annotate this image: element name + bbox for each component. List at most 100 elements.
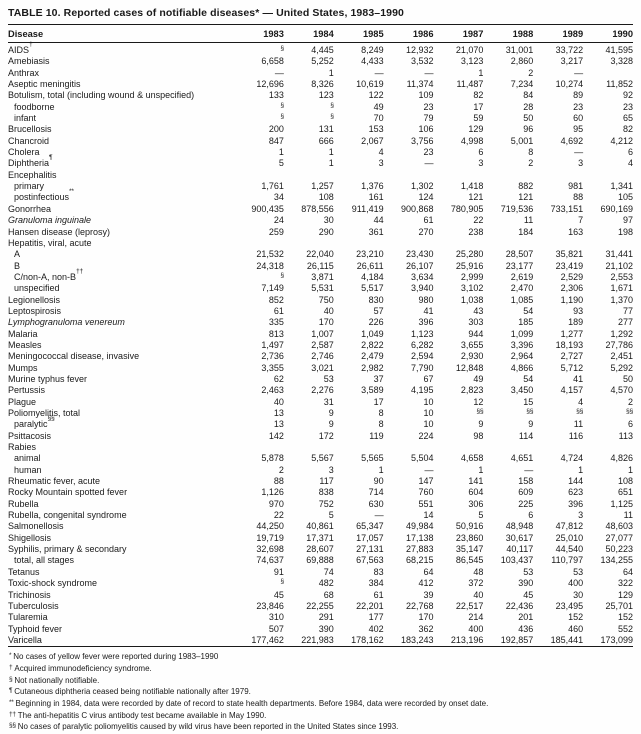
value-text: 4,651 [510,453,534,464]
value-cell [483,442,533,453]
value-text: 4,658 [460,453,484,464]
value-cell: 114 [483,431,533,442]
value-cell: 5 [284,510,334,521]
value-cell: 44,540 [533,544,584,555]
value-text: 384 [368,578,384,589]
value-cell: 277 [583,317,633,328]
value-text: 114 [518,430,534,441]
value-text: 900,868 [400,203,434,214]
value-text: 719,536 [500,203,534,214]
value-text: 6 [478,147,484,158]
value-cell: 396 [384,317,433,328]
value-cell: 310 [234,612,284,623]
value-text: 10,274 [555,79,584,90]
disease-label: Rheumatic fever, acute [8,476,101,487]
value-cell: 30 [284,215,334,226]
value-cell: 1,123 [384,329,434,340]
value-text: 482 [318,578,334,589]
value-cell: 44 [334,215,384,226]
value-cell: 129 [583,590,633,601]
table-title: TABLE 10. Reported cases of notifiable d… [8,4,633,25]
disease-cell: human [8,465,234,476]
table-row: animal 5,878 5,567 5,565 5,504 4,658 4,651 4,72… [8,453,633,464]
value-text: 92 [622,90,633,101]
disease-label: Aseptic meningitis [8,79,81,90]
value-text: 666 [318,135,334,146]
value-text: — [574,67,584,78]
value-text: 7,149 [261,283,284,294]
value-text: 733,151 [550,203,584,214]
value-cell: 32,698 [234,544,284,555]
value-cell: 119 [334,431,383,442]
disease-cell: Trichinosis [8,590,234,601]
value-cell: 37 [334,374,384,385]
value-cell: 153 [334,124,384,135]
value-text: 310 [268,612,284,623]
disease-cell: Typhoid fever [8,624,234,635]
value-cell: 64 [583,567,633,578]
value-text: 67 [423,373,434,384]
value-text: 1,376 [361,181,384,192]
footnote-marker: ¶ [49,154,53,162]
value-cell: 27,131 [334,544,384,555]
disease-label: Brucellosis [8,124,52,135]
value-text: 1 [378,464,384,475]
value-cell: 2,736 [234,351,284,362]
value-cell: 750 [284,295,334,306]
table-row: Leptospirosis 61 40 57 41 43 54 93 77 [8,306,633,317]
disease-cell: unspecified [8,283,234,294]
value-text: 2,276 [311,385,334,396]
value-text: 113 [618,430,633,441]
value-cell: 69,888 [284,555,334,566]
value-text: 53 [323,373,334,384]
value-text: 61 [273,305,284,316]
value-text: 4,866 [510,362,534,373]
value-text: 89 [573,90,584,101]
value-text: 40 [273,396,284,407]
value-text: 88 [573,192,584,203]
value-text: 19,719 [256,532,284,543]
table-row: Mumps 3,355 3,021 2,982 7,790 12,848 4,866 5,71… [8,363,633,374]
value-cell [583,170,633,181]
value-cell: 121 [434,192,483,203]
disease-cell: Toxic-shock syndrome [8,578,234,589]
value-cell: 18,193 [533,340,584,351]
value-text: 5,252 [311,56,334,67]
value-cell: — [483,465,533,476]
table-row: Brucellosis 200 131 153 106 129 96 95 82 [8,124,633,135]
disease-cell: Granuloma inguinale [8,215,234,226]
value-cell: 4,445 [284,43,334,57]
value-cell: 1,038 [434,295,484,306]
footnote-item: * No cases of yellow fever were reported … [9,652,633,664]
value-cell: 1,126 [234,487,284,498]
value-text: 123 [318,90,334,101]
value-cell: 1,497 [234,340,284,351]
value-cell: 3,940 [384,283,434,294]
value-cell: 45 [234,590,284,601]
value-text: 981 [568,181,584,192]
value-cell: 31,001 [483,43,534,57]
disease-cell: Shigellosis [8,533,234,544]
value-text: 62 [273,373,284,384]
value-cell: 23 [384,102,433,113]
value-text: 878,556 [301,203,334,214]
disease-cell: primary [8,181,234,192]
value-text: 5 [278,158,284,169]
column-header-1988: 1988 [483,25,534,43]
value-cell: 303 [434,317,483,328]
disease-label: Granuloma inguinale [8,215,92,226]
table-row: Anthrax — 1 — — 1 2 — [8,68,633,79]
value-cell: 4 [533,397,583,408]
value-text: 77 [622,305,633,316]
value-cell: § [234,113,284,124]
value-cell: 1,007 [284,329,334,340]
value-text: 3,450 [510,385,534,396]
value-text: 5,531 [311,283,334,294]
footnote-marker: † [29,41,33,48]
disease-cell: Anthrax [8,68,234,79]
value-text: 147 [418,476,434,487]
value-cell: 123 [284,90,334,101]
value-cell: 2,587 [284,340,334,351]
value-text: 28 [523,101,534,112]
table-row: Trichinosis 45 68 61 39 40 45 30 129 [8,590,633,601]
